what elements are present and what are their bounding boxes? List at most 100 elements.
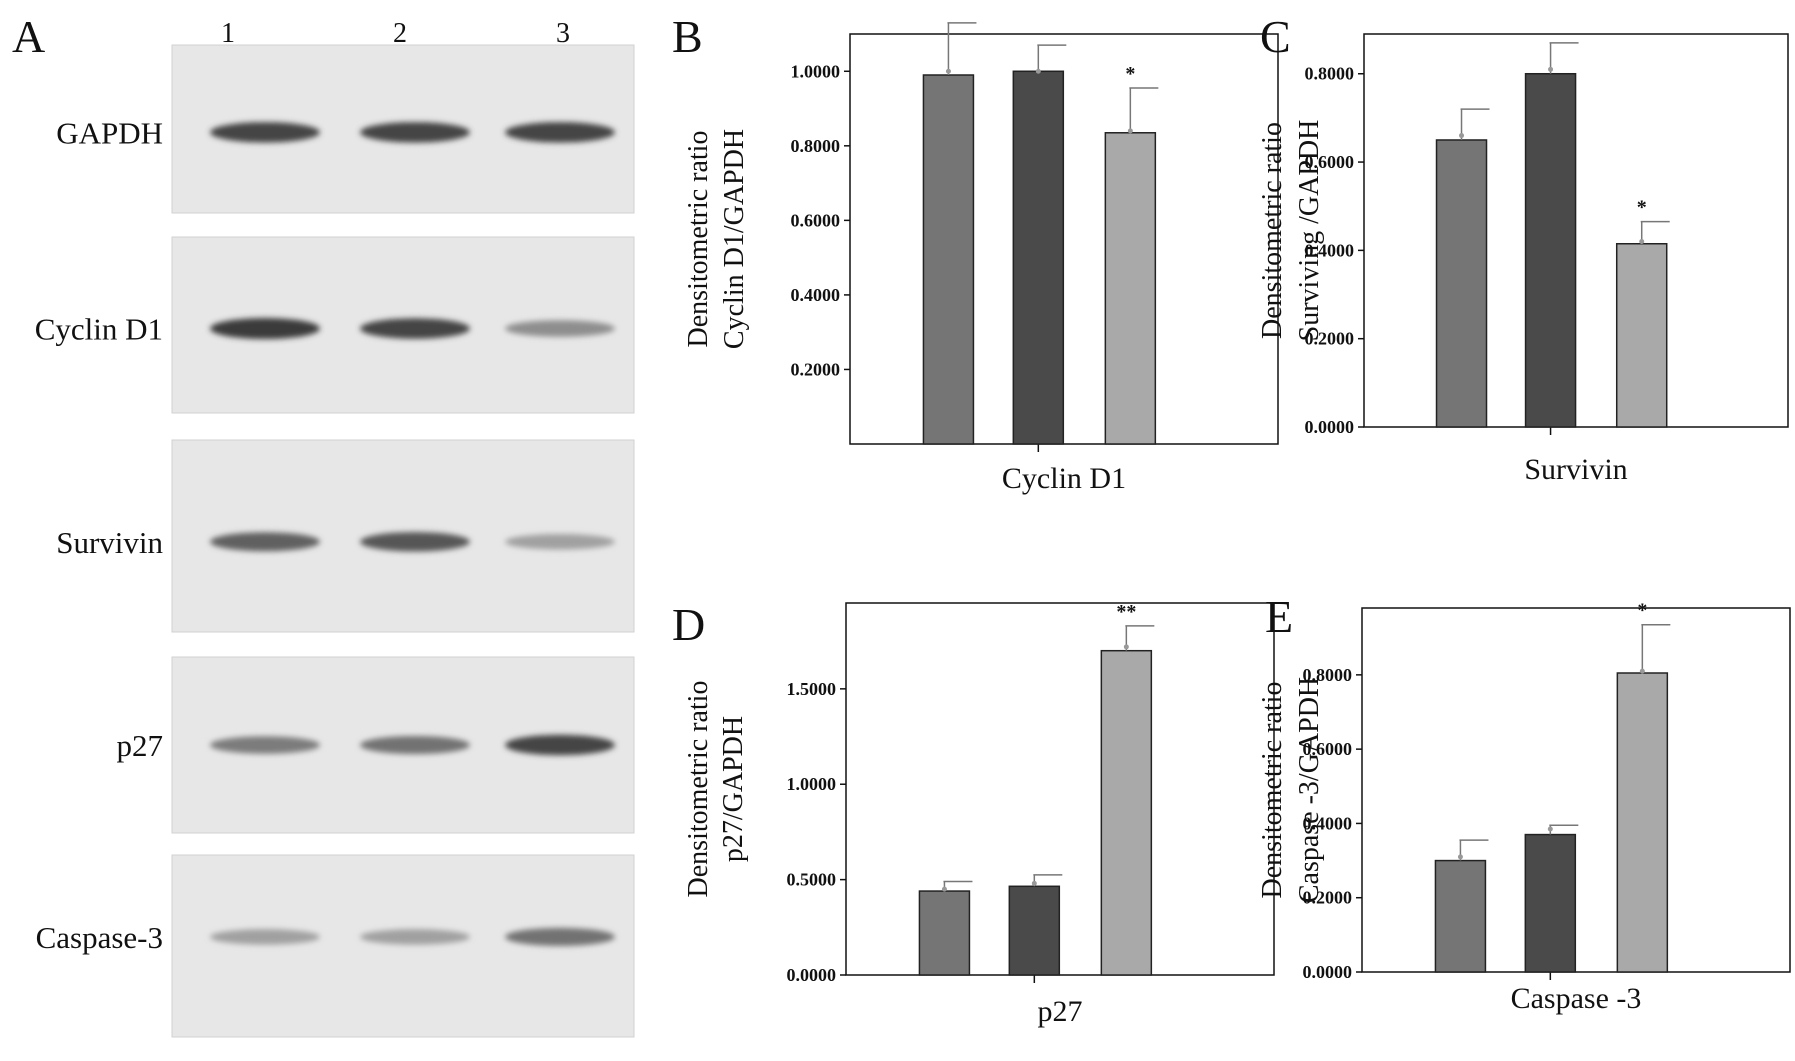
panel-letter-a: A xyxy=(12,11,45,62)
y-tick-label: 0.5000 xyxy=(787,870,837,890)
y-tick-label: 0.4000 xyxy=(1305,240,1355,260)
blot-band-lane-1 xyxy=(210,318,320,340)
data-point-1 xyxy=(1459,133,1465,139)
blot-row-survivin: Survivin xyxy=(56,439,635,633)
y-tick-label: 0.8000 xyxy=(791,136,841,156)
y-tick-label: 1.0000 xyxy=(791,61,841,81)
y-tick-label: 0.4000 xyxy=(1303,813,1353,833)
data-point-2 xyxy=(1548,66,1554,72)
blot-membrane-edge xyxy=(171,854,635,1038)
chart-panel-d: D 0.0000 0.5000 1.0000 1.5000 Densitometric r… xyxy=(672,599,1275,1028)
bar-2 xyxy=(1524,833,1577,973)
data-point-3 xyxy=(1127,128,1133,134)
y-tick-label: 0.6000 xyxy=(791,210,841,230)
blot-row-cyclin-d1: Cyclin D1 xyxy=(35,236,635,414)
significance-marker: ** xyxy=(1116,601,1136,623)
y-tick-label: 0.0000 xyxy=(1303,962,1353,982)
y-tick-label: 0.6000 xyxy=(1303,739,1353,759)
y-tick-label: 0.8000 xyxy=(1303,665,1353,685)
blot-row-label: Caspase-3 xyxy=(36,920,163,955)
y-axis-label: Densitometric ratio xyxy=(1257,122,1288,339)
y-axis-label: Caspase -3/GAPDH xyxy=(1294,677,1325,903)
bar-2 xyxy=(1012,70,1065,445)
blot-band-lane-3 xyxy=(505,122,615,143)
blot-band-lane-2 xyxy=(360,122,470,143)
blot-band-lane-1 xyxy=(210,122,320,143)
lane-labels: 1 2 3 xyxy=(221,18,570,49)
y-tick-label: 0.2000 xyxy=(1305,329,1355,349)
y-axis-label: Densitometric ratio xyxy=(683,681,714,898)
blot-band-lane-2 xyxy=(360,532,470,552)
blot-band-lane-1 xyxy=(210,532,320,552)
blot-band-lane-1 xyxy=(210,736,320,754)
panel-letter-d: D xyxy=(672,599,705,650)
data-point-3 xyxy=(1639,239,1645,245)
y-axis-label: Densitometric ratio xyxy=(683,131,714,348)
chart-panel-c: C 0.0000 0.2000 0.4000 0.6000 0.8000 Densitome… xyxy=(1257,11,1789,486)
data-point-1 xyxy=(945,68,951,74)
lane-label-2: 2 xyxy=(393,18,407,49)
data-point-1 xyxy=(1457,854,1463,860)
blot-band-lane-3 xyxy=(505,320,615,337)
blot-rows: GAPDH Cyclin D1 Survivin p27 Caspase-3 xyxy=(35,44,635,1038)
bar-3 xyxy=(1100,649,1153,976)
blot-band-lane-3 xyxy=(505,927,615,946)
data-point-2 xyxy=(1035,68,1041,74)
data-point-3 xyxy=(1123,644,1129,650)
blot-row-gapdh: GAPDH xyxy=(56,44,635,214)
lane-label-1: 1 xyxy=(221,18,235,49)
y-axis-label: Cyclin D1/GAPDH xyxy=(719,129,750,349)
lane-label-3: 3 xyxy=(556,18,570,49)
blot-row-label: GAPDH xyxy=(56,115,163,150)
blot-row-p27: p27 xyxy=(117,656,635,834)
chart-panel-e: E 0.0000 0.2000 0.4000 0.6000 0.8000 Densitome… xyxy=(1257,591,1791,1015)
panel-letter-b: B xyxy=(672,11,703,62)
x-axis-label: Caspase -3 xyxy=(1511,982,1642,1015)
y-tick-label: 1.0000 xyxy=(787,774,837,794)
bar-2 xyxy=(1524,72,1577,428)
blot-row-caspase-3: Caspase-3 xyxy=(36,854,635,1038)
blot-band-lane-2 xyxy=(360,736,470,754)
blot-row-label: Survivin xyxy=(56,525,163,560)
x-axis-label: Survivin xyxy=(1524,453,1627,486)
blot-row-label: p27 xyxy=(117,728,164,763)
y-tick-label: 0.2000 xyxy=(791,359,841,379)
blot-membrane-edge xyxy=(171,44,635,214)
x-axis-label: Cyclin D1 xyxy=(1002,462,1126,495)
y-axis-label: p27/GAPDH xyxy=(718,716,749,862)
data-point-3 xyxy=(1639,668,1645,674)
bar-3 xyxy=(1104,132,1157,445)
bar-1 xyxy=(1434,859,1487,973)
blot-row-label: Cyclin D1 xyxy=(35,312,163,347)
data-point-2 xyxy=(1547,826,1553,832)
bar-3 xyxy=(1616,672,1669,973)
data-point-1 xyxy=(941,886,947,892)
y-tick-label: 0.6000 xyxy=(1305,152,1355,172)
y-tick-label: 0.4000 xyxy=(791,285,841,305)
panel-letter-e: E xyxy=(1265,591,1293,642)
blot-membrane xyxy=(172,855,634,1037)
significance-marker: * xyxy=(1637,600,1647,622)
blot-band-lane-3 xyxy=(505,734,615,756)
blot-band-lane-2 xyxy=(360,318,470,339)
blot-membrane-edge xyxy=(171,236,635,414)
significance-marker: * xyxy=(1637,197,1647,219)
y-tick-label: 0.0000 xyxy=(1305,417,1355,437)
y-tick-label: 0.2000 xyxy=(1303,888,1353,908)
bar-1 xyxy=(1435,139,1488,428)
panel-letter-c: C xyxy=(1260,11,1291,62)
significance-marker: * xyxy=(1125,63,1135,85)
y-tick-label: 0.8000 xyxy=(1305,64,1355,84)
bar-1 xyxy=(922,74,975,445)
chart-panel-b: B 0.2000 0.4000 0.6000 0.8000 1.0000 Densitome… xyxy=(672,11,1279,495)
blot-band-lane-1 xyxy=(210,929,320,945)
blot-band-lane-3 xyxy=(505,534,615,550)
y-axis-label: Densitometric ratio xyxy=(1257,682,1288,899)
x-axis-label: p27 xyxy=(1038,995,1083,1028)
bar-2 xyxy=(1008,885,1061,976)
bar-3 xyxy=(1615,242,1668,428)
western-blot-panel: A 1 2 3 GAPDH Cyclin D1 Survivin p27 Caspase-3 xyxy=(12,11,635,1038)
blot-band-lane-2 xyxy=(360,929,470,945)
bar-1 xyxy=(918,890,971,976)
